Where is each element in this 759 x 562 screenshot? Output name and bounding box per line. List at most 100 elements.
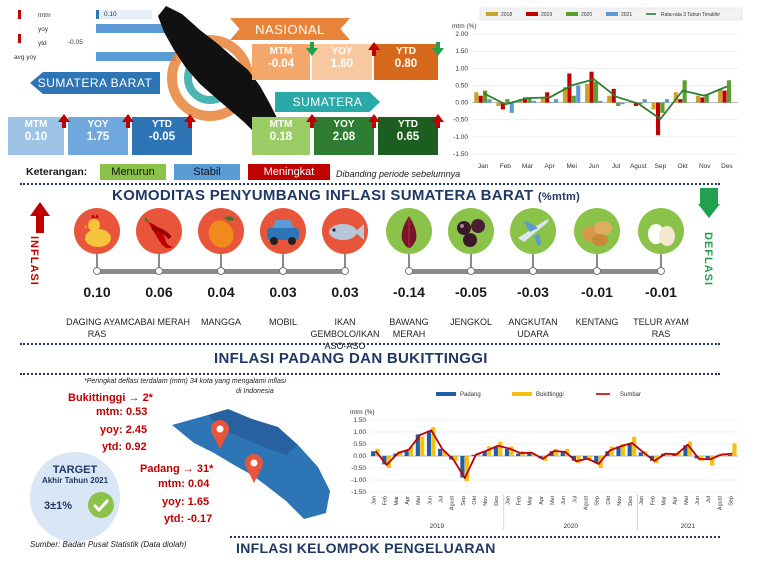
bar-2018: [718, 88, 723, 103]
commodity-node: [155, 267, 163, 275]
legend-entry: Sumbar: [620, 392, 641, 398]
year-label: 2021: [681, 523, 696, 530]
commodity-node: [467, 267, 475, 275]
bar-padang: [705, 456, 710, 459]
x-tick-label: Mei: [567, 163, 577, 170]
commodity-name: ANGKUTAN UDARA: [508, 317, 558, 339]
y-tick-label: 2.00: [455, 31, 468, 38]
bar-2018: [562, 87, 568, 103]
sumbar-mtm-box: MTM 0.10: [8, 117, 64, 155]
bar-bukittinggi: [665, 453, 670, 456]
commodity-stem: [158, 254, 160, 270]
series-line-rata-rata-3-tahun-terakhir: [482, 78, 728, 120]
bar-bukittinggi: [431, 427, 436, 456]
bar-2020: [593, 82, 599, 103]
x-tick-label: Agust: [717, 496, 723, 511]
bar-bukittinggi: [710, 456, 715, 466]
commodity-name: MANGGA: [200, 317, 241, 327]
next-section-title: INFLASI KELOMPOK PENGELUARAN: [236, 540, 496, 556]
sumatera-mtm-value: 0.18: [269, 131, 293, 143]
x-tick-label: Okt: [606, 496, 612, 505]
nasional-ytd-label: YTD: [396, 46, 416, 57]
nasional-ytd-down-arrow-icon: [432, 42, 444, 56]
legend-menurun: Menurun: [100, 164, 166, 180]
padang-header: Padang → 31*: [140, 463, 214, 475]
bar-bukittinggi: [587, 456, 592, 461]
bukittinggi-header: Bukittinggi → 2*: [68, 392, 153, 404]
bar-bukittinggi: [498, 441, 503, 456]
bar-2020: [549, 102, 554, 104]
commodity-stem: [408, 254, 410, 270]
nasional-yoy-box: YOY 1.60: [312, 44, 372, 80]
commodity-node: [593, 267, 601, 275]
bar-bukittinggi: [475, 453, 481, 456]
bar-2018: [651, 102, 656, 110]
check-icon: [88, 492, 114, 518]
nasional-yoy-up-arrow-icon: [368, 42, 380, 56]
commodity-value: -0.03: [517, 284, 549, 300]
deflasi-down-arrow-icon: [698, 204, 720, 218]
padang-yoy: yoy: 1.65: [162, 496, 210, 508]
bar-2020: [527, 97, 532, 103]
bar-2019: [700, 97, 705, 103]
bar-bukittinggi: [487, 446, 492, 456]
bar-2019: [722, 90, 727, 103]
sumbar-banner: SUMATERA BARAT: [30, 72, 160, 94]
sumbar-ytd-box: YTD -0.05: [132, 117, 192, 155]
commodity-value: -0.01: [645, 284, 677, 300]
x-tick-label: Agust: [630, 163, 647, 170]
bar-2021: [531, 100, 536, 103]
sumbar-mtm-up-arrow-icon: [58, 114, 70, 128]
sumatera-mtm-label: MTM: [269, 119, 293, 130]
bar-padang: [560, 452, 565, 456]
inflasi-up-arrow-icon: [30, 202, 50, 216]
bar-2018: [585, 83, 590, 103]
bar-bukittinggi: [397, 451, 403, 456]
nasional-mtm-down-arrow-icon: [306, 42, 318, 56]
bar-2018: [695, 95, 701, 103]
divider: [20, 183, 720, 185]
x-tick-label: Feb: [650, 496, 656, 505]
bar-padang: [672, 454, 677, 456]
bar-2019: [478, 95, 483, 103]
bar-bukittinggi: [620, 444, 626, 456]
x-tick-label: Jan: [372, 496, 378, 505]
airplane-icon: [510, 208, 556, 254]
legend-swatch: [606, 12, 618, 16]
bar-bukittinggi: [632, 436, 637, 456]
jengkol-icon: [448, 208, 494, 254]
komoditas-unit: (%mtm): [537, 191, 581, 203]
commodity-node: [405, 267, 413, 275]
bar-padang: [460, 456, 465, 478]
legend-bar-mtm: [96, 10, 152, 19]
sumatera-ytd-value: 0.65: [396, 131, 420, 143]
bar-bukittinggi: [732, 443, 737, 456]
komoditas-title-text: KOMODITAS PENYUMBANG INFLASI SUMATERA BA…: [112, 187, 534, 204]
bar-2019: [567, 73, 572, 103]
deflasi-arrow-stem: [700, 188, 718, 204]
commodity-node: [341, 267, 349, 275]
rank-note-2: di Indonesia: [236, 388, 274, 395]
bar-2020: [726, 80, 732, 103]
legend-yoy: yoy: [38, 26, 49, 33]
year-label: 2020: [563, 523, 578, 530]
legend-swatch: [512, 392, 532, 396]
x-tick-label: Mei: [684, 496, 690, 505]
legend-bar-mtm-fill: [96, 10, 99, 19]
commodity-stem: [220, 254, 222, 270]
bar-2021: [620, 102, 625, 105]
commodity-stem: [470, 254, 472, 270]
commodity-stem: [660, 254, 662, 270]
series-line-sumbar: [374, 429, 733, 479]
x-tick-label: Mar: [394, 496, 400, 506]
sumatera-yoy-value: 2.08: [332, 131, 356, 143]
nasional-banner: NASIONAL: [230, 18, 350, 40]
divider: [230, 536, 720, 538]
bar-2020: [660, 102, 665, 113]
bar-padang: [638, 452, 643, 456]
bar-2019: [633, 102, 638, 106]
sumbar-mtm-label: MTM: [24, 119, 48, 130]
sumbar-ytd-value: -0.05: [148, 131, 176, 143]
bar-2019: [500, 102, 505, 110]
sumbar-yoy-value: 1.75: [86, 131, 110, 143]
